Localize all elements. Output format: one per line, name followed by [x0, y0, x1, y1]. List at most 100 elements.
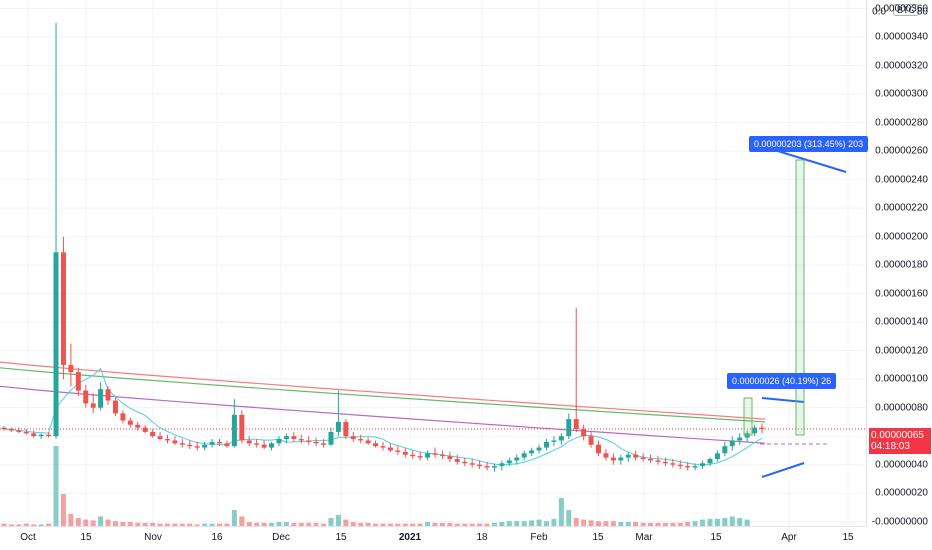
candle-body [16, 430, 22, 432]
candle-body [60, 252, 66, 365]
candle-body [291, 436, 297, 440]
candle-body [737, 437, 743, 441]
candle-body [395, 450, 401, 452]
volume-bar [484, 523, 490, 526]
time-tick-label: Mar [635, 532, 653, 543]
volume-bar [31, 524, 37, 526]
volume-bar [298, 522, 304, 526]
volume-bar [454, 523, 460, 526]
time-tick-label: 15 [80, 532, 92, 543]
price-tick-label: 0.00000080 [875, 402, 928, 414]
candle-body [46, 434, 52, 437]
volume-bar [692, 521, 698, 526]
candle-body [194, 446, 200, 448]
candle-body [8, 429, 14, 431]
volume-bar [677, 522, 683, 526]
volume-bar [150, 522, 156, 526]
volume-bar [425, 522, 431, 526]
price-tick-label: 0.00000340 [875, 31, 928, 43]
volume-bar [23, 523, 29, 526]
candle-body [112, 400, 118, 414]
time-scale[interactable]: Oct 15 Nov 16 Dec 15 2021 18 Feb 15 Mar 15 Apr 15 [0, 526, 866, 550]
candle-body [596, 444, 602, 454]
price-tick-label: 0.00000120 [875, 345, 928, 357]
volume-bar [685, 522, 691, 526]
price-tick-label: 0.00000280 [875, 117, 928, 129]
candle-body [387, 447, 393, 451]
volume-bar [648, 522, 654, 526]
candle-body [68, 364, 74, 373]
volume-bar [543, 521, 549, 526]
volume-bars [1, 446, 750, 526]
candle-body [1, 427, 7, 430]
candle-body [469, 463, 475, 465]
candle-body [566, 419, 572, 437]
candle-body [38, 434, 44, 437]
volume-bar [112, 521, 118, 526]
time-tick-label: 15 [710, 532, 722, 543]
candle-body [209, 441, 215, 445]
time-tick-label: Oct [20, 532, 36, 543]
volume-bar [521, 521, 527, 526]
volume-bar [343, 519, 349, 526]
currency-badge[interactable]: BTC [893, 4, 919, 16]
volume-bar [655, 522, 661, 526]
volume-bar [217, 523, 223, 526]
volume-bar [432, 522, 438, 526]
price-tick-label: 0.00000180 [875, 259, 928, 271]
price-scale[interactable]: 0.0 BTC 80 0.00000360 0.00000340 0.0000032… [866, 0, 932, 527]
volume-bar [358, 522, 364, 526]
time-tick-label: 15 [335, 532, 347, 543]
volume-bar [254, 522, 260, 526]
volume-bar [469, 523, 475, 526]
candle-body [75, 372, 81, 391]
candle-body [536, 447, 542, 451]
volume-bar [224, 523, 230, 526]
current-price-badge: 0.00000065 04:18:03 [869, 428, 931, 454]
candle-body [98, 389, 104, 408]
time-tick-label: Dec [272, 532, 290, 543]
volume-bar [417, 523, 423, 526]
volume-bar [68, 514, 74, 526]
measure-label-large[interactable]: 0.00000203 (313.45%) 203 [749, 136, 869, 152]
volume-bar [38, 524, 44, 526]
candle-body [551, 440, 557, 442]
candlesticks [1, 22, 765, 472]
trend-line-bottom [761, 462, 805, 478]
volume-bar [410, 523, 416, 526]
candle-body [261, 444, 267, 448]
price-chart[interactable] [0, 0, 866, 526]
volume-bar [335, 514, 341, 526]
candle-body [685, 466, 691, 468]
volume-bar [744, 519, 750, 526]
measure-label-small[interactable]: 0.00000026 (40.19%) 26 [727, 373, 837, 389]
volume-bar [596, 521, 602, 526]
volume-bar [581, 519, 587, 526]
candle-body [752, 427, 758, 434]
candle-body [283, 436, 289, 440]
time-tick-label: 15 [592, 532, 604, 543]
volume-bar [321, 523, 327, 526]
candle-body [633, 454, 639, 458]
current-price-value: 0.00000065 [871, 430, 924, 441]
volume-bar [90, 520, 96, 526]
candle-body [625, 454, 631, 458]
candle-body [187, 444, 193, 447]
volume-bar [365, 522, 371, 526]
candle-body [365, 440, 371, 444]
volume-bar [395, 523, 401, 526]
price-tick-label: 0.00000140 [875, 316, 928, 328]
volume-bar [603, 521, 609, 526]
candle-body [358, 439, 364, 441]
drawings[interactable] [743, 144, 847, 478]
volume-bar [625, 522, 631, 526]
price-tick-label: 0.00000240 [875, 174, 928, 186]
candle-body [454, 458, 460, 462]
candle-body [142, 427, 148, 432]
price-top-cut: 0.0 [872, 6, 886, 18]
volume-bar [670, 522, 676, 526]
price-tick-label: 0.00000040 [875, 459, 928, 471]
candle-body [254, 443, 260, 445]
volume-bar [477, 523, 483, 526]
volume-bar [633, 522, 639, 526]
